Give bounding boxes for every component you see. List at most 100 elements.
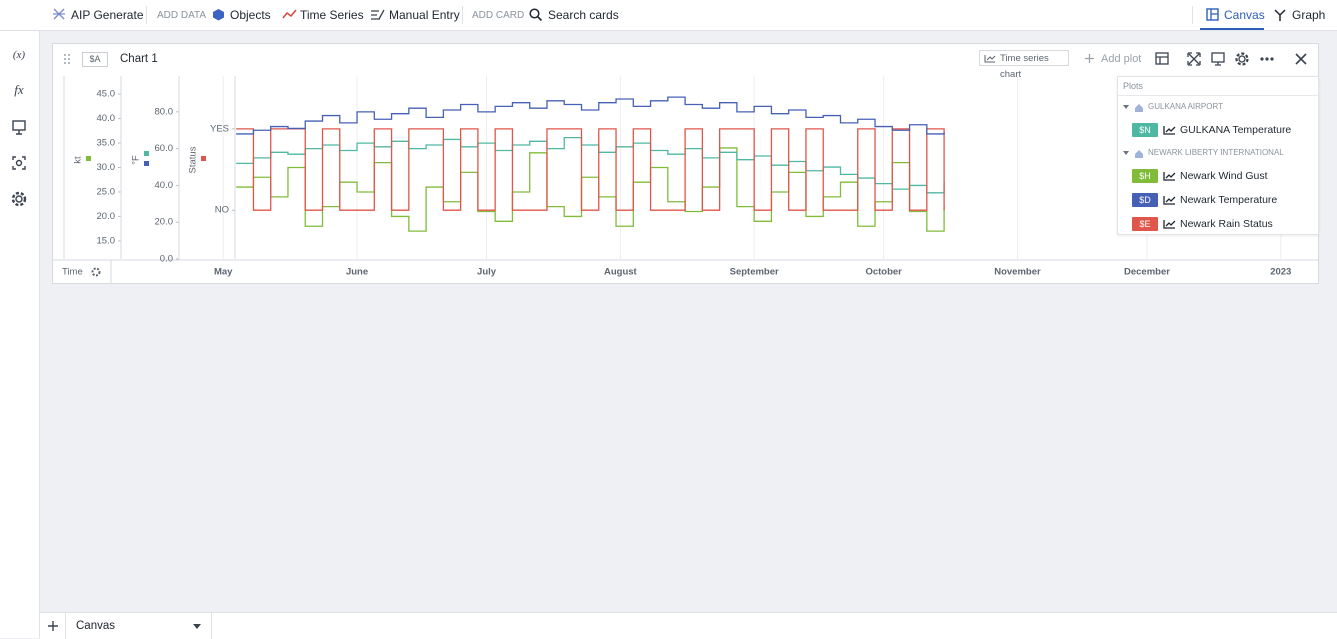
present-button[interactable] <box>1211 52 1225 63</box>
y-tick-label: 15.0 <box>97 235 116 246</box>
series-line <box>236 128 945 211</box>
x-tick-label: June <box>346 267 368 278</box>
plots-legend: Plots GULKANA AIRPORT $N GULKANA Temperatu… <box>1117 76 1319 235</box>
card-actions <box>1155 52 1307 66</box>
variables-icon[interactable]: (x) <box>13 49 26 61</box>
axis-series-marker <box>86 156 91 161</box>
drag-handle[interactable] <box>63 53 71 65</box>
chart-type-icon <box>984 55 996 63</box>
close-button[interactable] <box>1295 53 1307 65</box>
manual-entry-button[interactable]: Manual Entry <box>389 8 460 22</box>
add-plot-button[interactable]: Add plot <box>1101 53 1142 65</box>
settings-button[interactable] <box>1238 55 1246 63</box>
y-tick-label: 0.0 <box>160 254 173 265</box>
y-axis-label: °F <box>131 155 142 165</box>
legend-group: NEWARK LIBERTY INTERNATIONAL <box>1118 142 1318 164</box>
canvas-tab-selector[interactable]: Canvas <box>65 613 212 639</box>
tab-label: Canvas <box>76 620 115 632</box>
x-tick-label: September <box>730 267 779 278</box>
graph-tab[interactable]: Graph <box>1292 8 1326 22</box>
legend-group: GULKANA AIRPORT <box>1118 96 1318 118</box>
search-icon <box>529 8 543 22</box>
y-tick-label: NO <box>215 205 229 216</box>
legend-item[interactable]: $H Newark Wind Gust <box>1118 164 1318 188</box>
dropdown-caret <box>193 624 201 629</box>
fullscreen-button[interactable] <box>1187 52 1201 66</box>
axis-series-marker <box>201 156 206 161</box>
legend-label: Newark Temperature <box>1180 194 1278 206</box>
x-tick-label: October <box>865 267 902 278</box>
x-axis-label: Time <box>62 267 83 278</box>
group-icon <box>1123 104 1143 112</box>
chart-type-label: Time series chart <box>1000 53 1049 80</box>
legend-item[interactable]: $D Newark Temperature <box>1118 188 1318 212</box>
series-line <box>236 96 945 135</box>
line-icon <box>1163 172 1176 181</box>
series-line <box>236 147 945 232</box>
manual-entry-icon <box>371 9 385 20</box>
y-tick-label: YES <box>210 123 229 134</box>
y-tick-label: 20.0 <box>97 211 116 222</box>
search-cards-button[interactable]: Search cards <box>548 8 619 22</box>
focus-icon[interactable] <box>12 156 26 170</box>
separator <box>1192 6 1193 24</box>
present-icon[interactable] <box>12 120 26 131</box>
y-axis-label: kt <box>73 156 84 164</box>
layout-button[interactable] <box>1155 52 1169 65</box>
focus-icon-dot <box>15 159 23 167</box>
series-line <box>236 136 945 194</box>
y-axis-label: Status <box>188 146 199 173</box>
legend-label: Newark Rain Status <box>1180 218 1273 230</box>
legend-label: GULKANA Temperature <box>1180 124 1292 136</box>
y-tick-label: 25.0 <box>97 186 116 197</box>
y-tick-label: 80.0 <box>155 106 174 117</box>
x-tick-label: May <box>214 267 233 278</box>
active-tab-indicator <box>1200 28 1264 30</box>
y-tick-label: 60.0 <box>155 143 174 154</box>
axis-series-marker <box>144 151 149 156</box>
add-tab-button[interactable] <box>47 620 59 632</box>
legend-badge: $H <box>1132 169 1158 183</box>
add-icon <box>1085 54 1094 63</box>
objects-button[interactable]: Objects <box>230 8 271 22</box>
chart-type-button[interactable]: Time series chart <box>979 50 1069 80</box>
canvas-tab[interactable]: Canvas <box>1224 8 1265 22</box>
y-tick-label: 35.0 <box>97 138 116 149</box>
functions-icon[interactable]: fx <box>14 82 24 97</box>
objects-icon <box>213 9 224 21</box>
x-tick-label: 2023 <box>1270 267 1291 278</box>
chart-card: $A Chart 1 Time series chart Add plot Ti… <box>52 43 1319 284</box>
line-icon <box>1163 126 1176 135</box>
section-label: ADD CARD <box>472 10 525 21</box>
x-tick-label: December <box>1124 267 1170 278</box>
legend-label: Newark Wind Gust <box>1180 170 1268 182</box>
sidebar-icons: (x) fx <box>11 12 27 207</box>
legend-badge: $N <box>1132 123 1158 137</box>
x-tick-label: August <box>604 267 638 278</box>
line-icon <box>1163 220 1176 229</box>
y-tick-label: 40.0 <box>155 180 174 191</box>
y-tick-label: 20.0 <box>155 217 174 228</box>
footer-bar: Canvas <box>40 612 1337 639</box>
legend-group-name: GULKANA AIRPORT <box>1148 102 1223 111</box>
aip-generate-button[interactable]: AIP Generate <box>71 8 144 22</box>
legend-item[interactable]: $E Newark Rain Status <box>1118 212 1318 236</box>
legend-title: Plots <box>1118 77 1318 96</box>
line-icon <box>1163 196 1176 205</box>
settings-icon-cog <box>11 191 27 207</box>
card-title[interactable]: Chart 1 <box>120 53 158 65</box>
y-tick-label: 30.0 <box>97 162 116 173</box>
group-icon <box>1123 150 1143 158</box>
card-badge: $A <box>82 52 108 67</box>
more-button[interactable] <box>1260 57 1274 61</box>
present-icon-stand <box>16 130 22 135</box>
x-tick-label: July <box>477 267 497 278</box>
settings-icon[interactable] <box>15 195 23 203</box>
time-series-button[interactable]: Time Series <box>300 8 364 22</box>
graph-icon <box>1274 9 1286 21</box>
x-tick-label: November <box>994 267 1041 278</box>
legend-group-name: NEWARK LIBERTY INTERNATIONAL <box>1148 148 1284 157</box>
legend-badge: $E <box>1132 217 1158 231</box>
legend-item[interactable]: $N GULKANA Temperature <box>1118 118 1318 142</box>
separator <box>146 6 147 24</box>
